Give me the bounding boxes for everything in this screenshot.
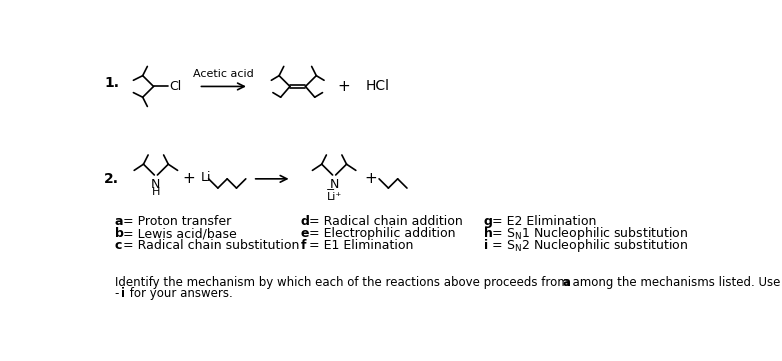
Text: HCl: HCl [365, 79, 389, 93]
Text: N: N [329, 178, 339, 191]
Text: a: a [563, 276, 571, 289]
Text: i: i [121, 287, 125, 300]
Text: = $\mathregular{S_N}$2 Nucleophilic substitution: = $\mathregular{S_N}$2 Nucleophilic subs… [488, 237, 689, 255]
Text: for your answers.: for your answers. [127, 287, 233, 300]
Text: c: c [115, 239, 122, 252]
Text: = E1 Elimination: = E1 Elimination [306, 239, 414, 252]
Text: e: e [301, 227, 310, 240]
Text: Li⁺: Li⁺ [327, 192, 342, 202]
Text: H: H [152, 187, 160, 197]
Text: = Radical chain substitution: = Radical chain substitution [120, 239, 300, 252]
Text: Cl: Cl [169, 80, 181, 93]
Text: = E2 Elimination: = E2 Elimination [488, 215, 597, 228]
Text: +: + [338, 79, 350, 94]
Text: = Electrophilic addition: = Electrophilic addition [306, 227, 456, 240]
Text: = Lewis acid/base: = Lewis acid/base [120, 227, 237, 240]
Text: = $\mathregular{S_N}$1 Nucleophilic substitution: = $\mathregular{S_N}$1 Nucleophilic subs… [488, 225, 689, 242]
Text: Identify the mechanism by which each of the reactions above proceeds from among : Identify the mechanism by which each of … [115, 276, 782, 289]
Text: N: N [151, 178, 160, 191]
Text: a: a [115, 215, 124, 228]
Text: +: + [364, 171, 377, 186]
Text: 1.: 1. [104, 75, 119, 90]
Text: -: - [115, 287, 123, 300]
Text: +: + [183, 171, 196, 186]
Text: 2.: 2. [104, 172, 119, 186]
Text: Li: Li [201, 171, 211, 184]
Text: = Radical chain addition: = Radical chain addition [306, 215, 463, 228]
Text: = Proton transfer: = Proton transfer [120, 215, 231, 228]
Text: h: h [484, 227, 493, 240]
Text: f: f [301, 239, 307, 252]
Text: g: g [484, 215, 493, 228]
Text: i: i [484, 239, 488, 252]
Text: d: d [301, 215, 310, 228]
Text: b: b [115, 227, 124, 240]
Text: Acetic acid: Acetic acid [193, 69, 253, 79]
Text: −: − [326, 185, 335, 195]
